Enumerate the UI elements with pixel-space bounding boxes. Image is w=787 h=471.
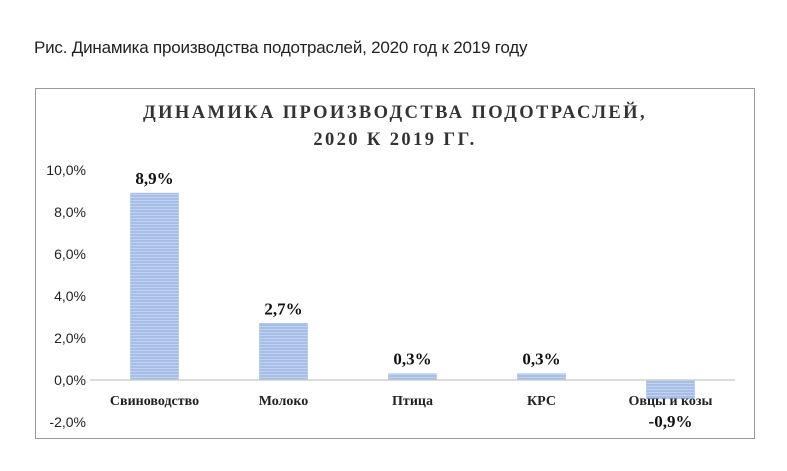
category-label: Молоко	[259, 394, 309, 409]
bar	[517, 373, 566, 381]
y-tick-label: 0,0%	[54, 372, 86, 388]
y-tick-label: 8,0%	[54, 204, 86, 220]
bar	[388, 373, 437, 381]
category-label: Свиноводство	[110, 394, 199, 409]
category-label: Овцы и козы	[629, 394, 713, 409]
bar	[130, 192, 179, 381]
y-tick-label: 10,0%	[46, 162, 86, 178]
bar	[259, 323, 308, 381]
figure-caption: Рис. Динамика производства подотраслей, …	[34, 38, 528, 57]
data-label: 0,3%	[393, 350, 431, 369]
category-labels: Свиноводство Молоко Птица КРС Овцы и козы	[110, 394, 713, 409]
bars	[130, 192, 695, 400]
y-axis-ticks: 10,0% 8,0% 6,0% 4,0% 2,0% 0,0% -2,0%	[46, 162, 86, 430]
chart-title-line-1: ДИНАМИКА ПРОИЗВОДСТВА ПОДОТРАСЛЕЙ,	[143, 103, 647, 123]
chart-title-line-2: 2020 К 2019 ГГ.	[313, 130, 477, 150]
chart-title: ДИНАМИКА ПРОИЗВОДСТВА ПОДОТРАСЛЕЙ, 2020 …	[40, 100, 750, 154]
category-label: Птица	[392, 394, 433, 409]
y-tick-label: 6,0%	[54, 246, 86, 262]
data-label: 2,7%	[264, 299, 302, 318]
y-tick-label: -2,0%	[49, 414, 86, 430]
data-label: 8,9%	[135, 169, 173, 188]
data-labels: 8,9% 2,7% 0,3% 0,3% -0,9%	[135, 169, 692, 431]
y-tick-label: 4,0%	[54, 288, 86, 304]
data-label: -0,9%	[649, 412, 693, 431]
category-label: КРС	[527, 394, 556, 409]
y-tick-label: 2,0%	[54, 330, 86, 346]
data-label: 0,3%	[522, 350, 560, 369]
